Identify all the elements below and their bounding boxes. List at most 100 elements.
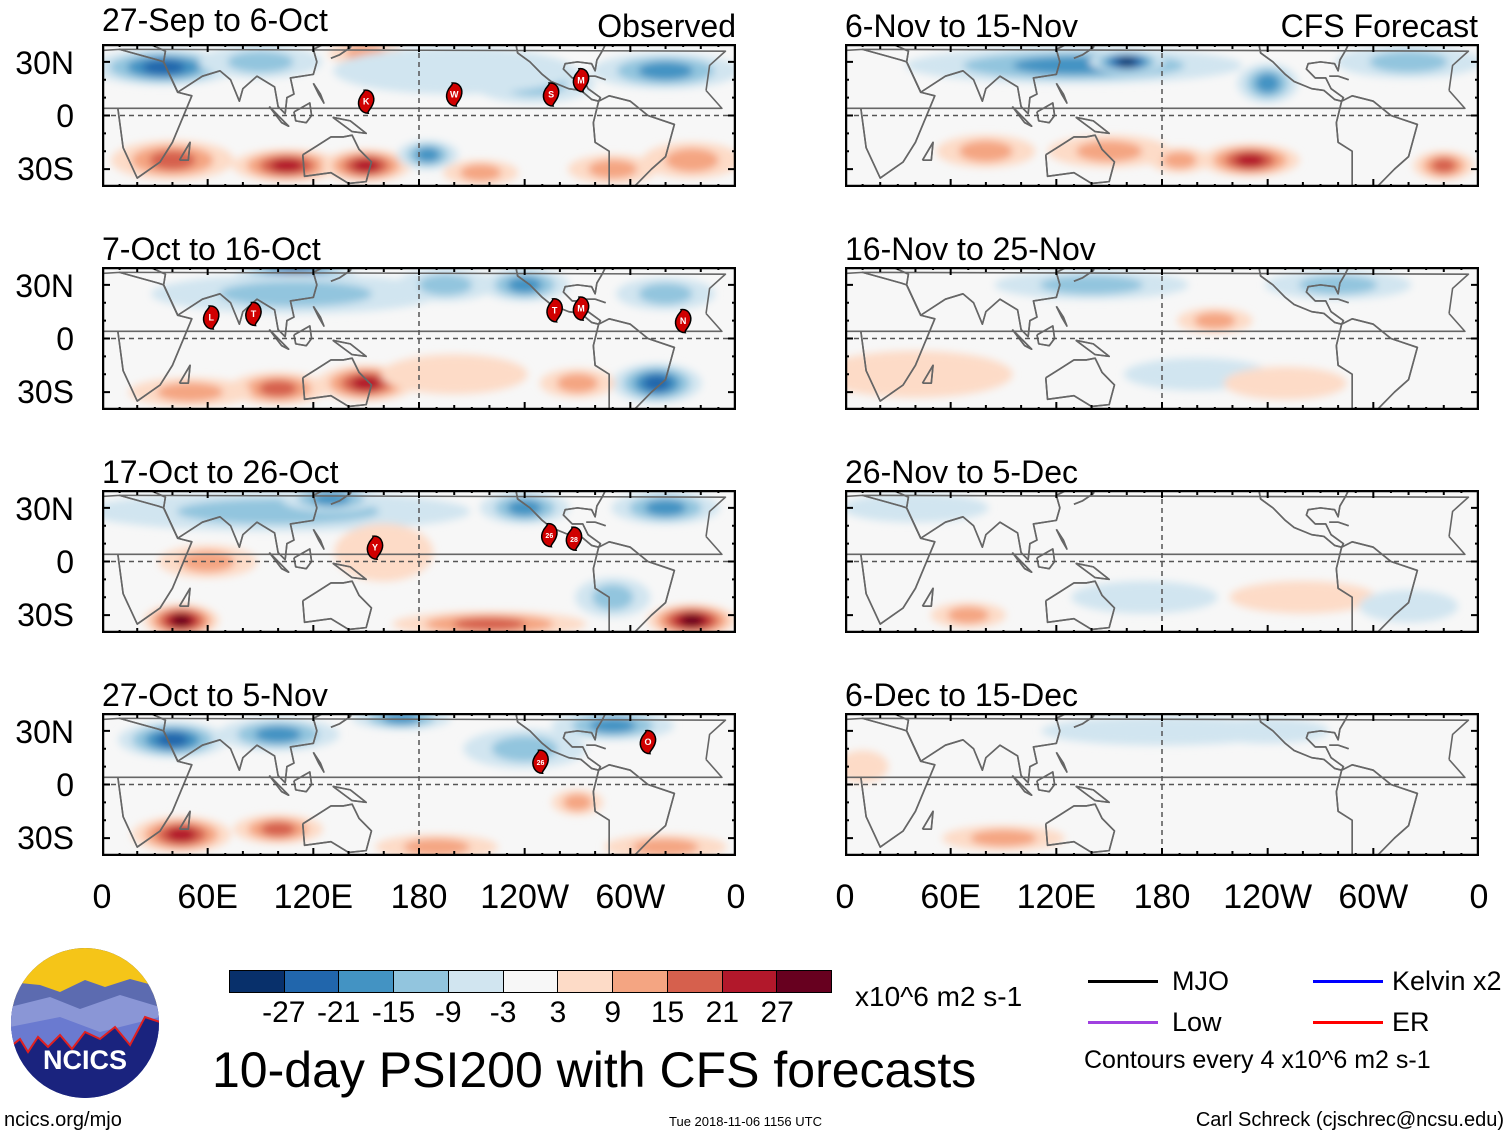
coastline [149,713,325,784]
anomaly-contour [507,276,542,294]
coastline [1044,357,1116,408]
panel-border [102,713,736,856]
anomaly-contour [227,51,294,73]
anomaly-contour [1235,153,1265,167]
lat-label: 0 [56,544,74,580]
coastline [312,82,325,104]
tropical-cyclone-marker: S [542,82,560,107]
coastline [921,810,934,830]
coastline [149,267,325,338]
coastline [332,785,367,804]
storm-label: K [363,97,370,107]
legend-line-er [1313,1021,1383,1024]
anomaly-contour [845,493,989,523]
coastline [332,562,367,581]
panel-border [102,267,736,410]
coastline [1044,803,1116,854]
anomaly-contour [333,47,576,95]
storm-label: M [577,304,585,314]
storm-label: T [251,309,257,319]
ncics-logo: NCICS [11,948,159,1098]
colorbar-label: -27 [262,996,306,1029]
map-panel: L T T M N [102,267,736,410]
anomaly-contour [403,838,470,856]
anomaly-contour [845,750,889,783]
coastline [592,764,676,856]
lat-label: 30N [15,45,74,81]
colorbar-label: -15 [371,996,416,1029]
coastline [592,95,676,187]
coastline [301,357,373,408]
legend-label: Low [1172,1007,1222,1037]
coastline [293,325,313,347]
coastline [1258,267,1350,325]
lon-label: 120W [1223,878,1313,916]
coastline [268,329,290,351]
anomaly-contour [845,350,1013,398]
anomaly-contour [1071,580,1218,614]
lon-label: 0 [726,878,746,916]
lon-label: 180 [390,878,448,916]
anomaly-contour [1359,589,1459,623]
anomaly-contour [453,617,526,631]
coastline [845,48,936,179]
colorbar-label: 9 [604,996,622,1029]
coastline [921,364,934,384]
anomaly-contour [270,158,303,173]
anomaly-contour [149,150,196,170]
anomaly-contour [665,148,719,172]
coastline [1329,744,1349,750]
anomaly-contour [1298,275,1378,295]
storm-label: S [548,90,554,100]
anomaly-contour [1229,580,1377,614]
lon-label: 120E [273,878,354,916]
coastline [301,134,373,185]
tropical-cyclone-marker: T [546,298,563,323]
anomaly-contour [1117,57,1137,67]
coastline [1036,771,1056,793]
storm-label: L [208,313,214,323]
website-link[interactable]: ncics.org/mjo [4,1109,122,1131]
panel-title: 27-Oct to 5-Nov [102,677,328,713]
anomaly-contour [259,380,297,397]
coastline [586,298,606,304]
coastline [921,587,934,607]
colorbar-swatch [558,971,614,992]
anomaly-contour [563,793,592,811]
coastline [102,271,193,402]
coastline [1036,102,1056,124]
storm-label: 26 [545,533,553,540]
contour-note: Contours every 4 x10^6 m2 s-1 [1084,1046,1431,1074]
colorbar-swatch [339,971,395,992]
lon-label: 0 [835,878,855,916]
coastline [1011,775,1033,797]
colorbar-swatch [284,971,340,992]
coastline [178,810,191,830]
anomaly-contour [1206,718,1330,744]
tropical-cyclone-marker: 26 [532,749,549,775]
colorbar-label: 15 [650,996,685,1029]
colorbar-swatch [722,971,778,992]
legend-label: ER [1392,1007,1430,1037]
map-panel [845,490,1479,633]
legend-line-mjo [1088,980,1158,983]
anomaly-contour [680,614,704,627]
anomaly-contour [171,614,191,627]
anomaly-contour [334,523,434,582]
tropical-cyclone-marker: W [445,82,463,107]
legend-label: MJO [1172,966,1229,996]
logo-text: NCICS [43,1045,127,1075]
tropical-cyclone-marker: N [674,308,692,334]
anomaly-contour [1223,366,1347,400]
panel-border [102,490,736,633]
storm-label: Y [372,543,378,553]
panel-title: 27-Sep to 6-Oct [102,2,328,38]
anomaly-contour [460,164,502,182]
coastline [293,102,313,124]
tropical-cyclone-marker: M [572,67,590,93]
panel-border [845,267,1479,410]
map-panel [845,267,1479,410]
legend-label: Kelvin x2 [1392,966,1502,996]
map-panel [845,44,1479,187]
panel-title: 26-Nov to 5-Dec [845,454,1078,490]
